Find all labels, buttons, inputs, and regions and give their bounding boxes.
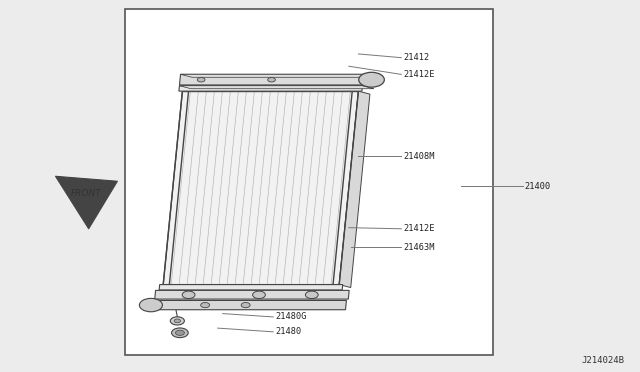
Text: J214024B: J214024B (581, 356, 624, 365)
Circle shape (170, 317, 184, 325)
Circle shape (359, 72, 385, 87)
Text: 21412: 21412 (403, 53, 429, 62)
Circle shape (174, 319, 180, 323)
Polygon shape (154, 301, 346, 310)
Bar (125, 9, 493, 355)
Circle shape (268, 77, 275, 82)
Text: 21480: 21480 (275, 327, 301, 336)
Circle shape (172, 328, 188, 338)
Text: 21412E: 21412E (403, 224, 435, 233)
Polygon shape (180, 74, 380, 77)
Circle shape (197, 77, 205, 82)
Text: 21400: 21400 (525, 182, 551, 190)
Polygon shape (163, 91, 358, 285)
Polygon shape (179, 74, 369, 85)
Circle shape (241, 302, 250, 308)
Polygon shape (179, 86, 374, 89)
Circle shape (175, 330, 184, 336)
Text: 21412E: 21412E (403, 70, 435, 79)
Polygon shape (159, 285, 343, 290)
Text: 21408M: 21408M (403, 152, 435, 161)
Circle shape (305, 291, 318, 299)
Text: 21480G: 21480G (275, 312, 307, 321)
Polygon shape (155, 291, 349, 299)
Circle shape (253, 291, 266, 299)
Text: FRONT: FRONT (70, 189, 101, 198)
Polygon shape (179, 86, 362, 91)
Circle shape (140, 298, 163, 312)
Circle shape (182, 291, 195, 299)
Text: 21463M: 21463M (403, 243, 435, 252)
Circle shape (201, 302, 210, 308)
Polygon shape (339, 91, 370, 288)
